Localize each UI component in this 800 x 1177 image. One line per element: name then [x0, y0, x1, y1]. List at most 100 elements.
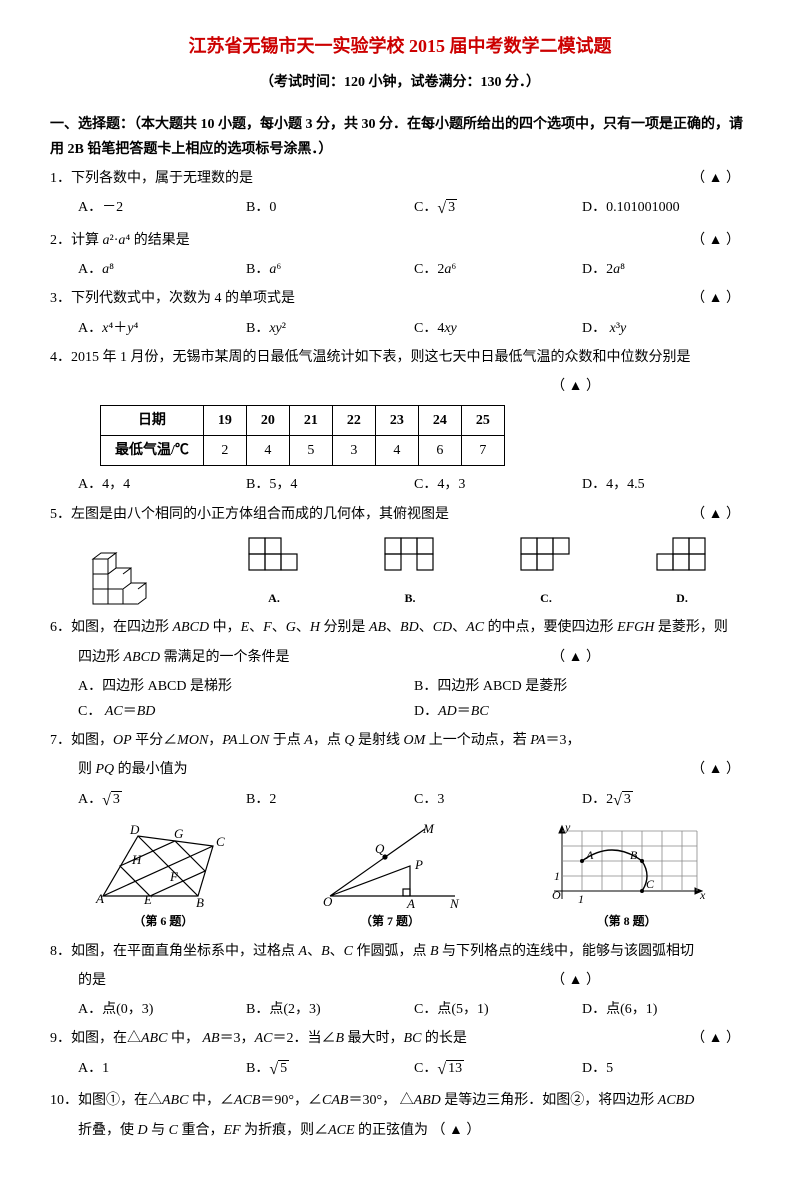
q6-line2: 四边形 ABCD 需满足的一个条件是 （ ▲ ） — [78, 645, 750, 670]
svg-text:x: x — [699, 888, 706, 902]
svg-text:B: B — [196, 895, 204, 910]
question-3: 3．下列代数式中，次数为 4 的单项式是 （ ▲ ） — [50, 286, 750, 311]
svg-text:A: A — [95, 891, 104, 906]
question-5: 5．左图是由八个相同的小正方体组合而成的几何体，其俯视图是 （ ▲ ） — [50, 502, 750, 527]
q4-marker-row: （ ▲ ） — [50, 374, 750, 399]
q9-text: 9．如图，在△ABC 中， AB＝3，AC＝2．当∠B 最大时，BC 的长是 — [50, 1031, 467, 1046]
svg-text:A: A — [585, 848, 594, 862]
q2-opt-a: A．a⁸ — [78, 257, 246, 282]
svg-text:D: D — [129, 822, 140, 837]
q6-text2: 四边形 ABCD 需满足的一个条件是 — [78, 650, 290, 665]
q4-opt-b: B．5，4 — [246, 472, 414, 497]
exam-title: 江苏省无锡市天一实验学校 2015 届中考数学二模试题 — [50, 30, 750, 62]
answer-marker: （ ▲ ） — [691, 757, 740, 782]
svg-text:P: P — [414, 857, 423, 872]
q8-opt-b: B．点(2，3) — [246, 997, 414, 1022]
q4-th-date: 日期 — [101, 406, 204, 436]
exam-subtitle: （考试时间：120 小钟，试卷满分：130 分．） — [50, 70, 750, 95]
q4-options: A．4，4 B．5，4 C．4，3 D．4，4.5 — [78, 472, 750, 497]
q1-opt-d: D．0.101001000 — [582, 195, 750, 224]
q5-opt-c-fig: C. — [511, 533, 581, 610]
q5-3d-figure — [83, 539, 173, 609]
q3-opt-d: D． x³y — [582, 316, 750, 341]
q8-opt-c: C．点(5，1) — [414, 997, 582, 1022]
table-cell: 25 — [461, 406, 504, 436]
svg-text:A: A — [406, 896, 415, 911]
q3-opt-b: B．xy² — [246, 316, 414, 341]
q6-opt-a: A．四边形 ABCD 是梯形 — [78, 674, 414, 699]
q9-options: A．1 B．√5 C．√13 D．5 — [78, 1056, 750, 1085]
question-4: 4．2015 年 1 月份，无锡市某周的日最低气温统计如下表，则这七天中日最低气… — [50, 345, 750, 370]
q7-text1: 7．如图，OP 平分∠MON，PA⊥ON 于点 A，点 Q 是射线 OM 上一个… — [50, 733, 581, 748]
svg-text:Q: Q — [375, 841, 385, 856]
table-cell: 6 — [418, 436, 461, 466]
q6-opt-b: B．四边形 ABCD 是菱形 — [414, 674, 567, 699]
svg-text:M: M — [422, 821, 435, 836]
q8-line2: 的是 （ ▲ ） — [78, 968, 750, 993]
q2-opt-c: C．2a⁶ — [414, 257, 582, 282]
q9-opt-c: C．√13 — [414, 1056, 582, 1085]
question-10: 10．如图①，在△ABC 中，∠ACB＝90°，∠CAB＝30°， △ABD 是… — [50, 1088, 750, 1113]
question-6: 6．如图，在四边形 ABCD 中，E、F、G、H 分别是 AB、BD、CD、AC… — [50, 615, 750, 640]
q4-opt-a: A．4，4 — [78, 472, 246, 497]
answer-marker: （ ▲ ） — [691, 1026, 740, 1051]
table-cell: 3 — [332, 436, 375, 466]
q1-opt-c: C．√3 — [414, 195, 582, 224]
q7-text2: 则 PQ 的最小值为 — [78, 762, 188, 777]
q2-opt-b: B．a⁶ — [246, 257, 414, 282]
table-cell: 23 — [375, 406, 418, 436]
table-cell: 24 — [418, 406, 461, 436]
svg-text:B: B — [630, 848, 638, 862]
q5-opt-b-fig: B. — [375, 533, 445, 610]
answer-marker: （ ▲ ） — [691, 502, 740, 527]
q4-opt-c: C．4，3 — [414, 472, 582, 497]
svg-text:O: O — [552, 888, 561, 902]
q7-opt-c: C．3 — [414, 787, 582, 816]
q7-line2: 则 PQ 的最小值为 （ ▲ ） — [78, 757, 750, 782]
table-cell: 22 — [332, 406, 375, 436]
figures-6-7-8: ABCD EFGH （第 6 题） OAN MPQ （第 7 题） — [50, 821, 750, 933]
q3-opt-a: A．x⁴＋y⁴ — [78, 316, 246, 341]
q10-text1: 10．如图①，在△ABC 中，∠ACB＝90°，∠CAB＝30°， △ABD 是… — [50, 1093, 694, 1108]
answer-marker: （ ▲ ） — [551, 645, 600, 670]
q3-text: 3．下列代数式中，次数为 4 的单项式是 — [50, 291, 295, 306]
q1-opt-a: A．－2 — [78, 195, 246, 224]
q5-opt-d-fig: D. — [647, 533, 717, 610]
q2-options: A．a⁸ B．a⁶ C．2a⁶ D．2a⁸ — [78, 257, 750, 282]
answer-marker: （ ▲ ） — [691, 228, 740, 253]
table-cell: 2 — [203, 436, 246, 466]
q9-opt-b: B．√5 — [246, 1056, 414, 1085]
q10-line2: 折叠，使 D 与 C 重合，EF 为折痕，则∠ACE 的正弦值为 （ ▲ ） — [78, 1118, 750, 1143]
q9-opt-a: A．1 — [78, 1056, 246, 1085]
q3-options: A．x⁴＋y⁴ B．xy² C．4xy D． x³y — [78, 316, 750, 341]
svg-text:1: 1 — [578, 892, 584, 906]
q2-text: 2．计算 a²·a⁴ 的结果是 — [50, 233, 190, 248]
answer-marker: （ ▲ ） — [551, 374, 600, 399]
q1-text: 1．下列各数中，属于无理数的是 — [50, 171, 253, 186]
q5-figures: A. B. C. D. — [50, 533, 750, 610]
question-8: 8．如图，在平面直角坐标系中，过格点 A、B、C 作圆弧，点 B 与下列格点的连… — [50, 939, 750, 964]
svg-text:H: H — [131, 852, 142, 867]
q7-opt-b: B．2 — [246, 787, 414, 816]
question-2: 2．计算 a²·a⁴ 的结果是 （ ▲ ） — [50, 228, 750, 253]
figure-6: ABCD EFGH （第 6 题） — [88, 821, 238, 933]
svg-text:G: G — [174, 826, 184, 841]
q8-opt-d: D．点(6，1) — [582, 997, 750, 1022]
q5-opt-a-fig: A. — [239, 533, 309, 610]
q6-text1: 6．如图，在四边形 ABCD 中，E、F、G、H 分别是 AB、BD、CD、AC… — [50, 620, 728, 635]
q6-options: A．四边形 ABCD 是梯形B．四边形 ABCD 是菱形 C． AC＝BDD．A… — [78, 674, 750, 724]
q8-text1: 8．如图，在平面直角坐标系中，过格点 A、B、C 作圆弧，点 B 与下列格点的连… — [50, 944, 694, 959]
q4-text: 4．2015 年 1 月份，无锡市某周的日最低气温统计如下表，则这七天中日最低气… — [50, 350, 691, 365]
answer-marker: （ ▲ ） — [551, 968, 600, 993]
table-cell: 5 — [289, 436, 332, 466]
q8-options: A．点(0，3) B．点(2，3) C．点(5，1) D．点(6，1) — [78, 997, 750, 1022]
q6-opt-d: D．AD＝BC — [414, 699, 489, 724]
q4-th-temp: 最低气温/℃ — [101, 436, 204, 466]
q5-text: 5．左图是由八个相同的小正方体组合而成的几何体，其俯视图是 — [50, 507, 449, 522]
table-cell: 7 — [461, 436, 504, 466]
figure-8: ABC O11 yx （第 8 题） — [542, 821, 712, 933]
svg-text:O: O — [323, 894, 333, 909]
question-7: 7．如图，OP 平分∠MON，PA⊥ON 于点 A，点 Q 是射线 OM 上一个… — [50, 728, 750, 753]
q2-opt-d: D．2a⁸ — [582, 257, 750, 282]
q6-opt-c: C． AC＝BD — [78, 699, 414, 724]
